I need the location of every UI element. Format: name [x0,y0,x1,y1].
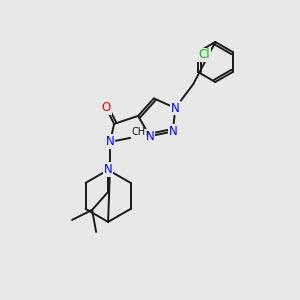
Text: Cl: Cl [198,49,210,62]
Text: N: N [104,164,112,176]
Text: N: N [171,101,180,115]
Text: CH₃: CH₃ [131,127,149,137]
Text: N: N [146,130,154,143]
Text: N: N [106,135,115,148]
Text: N: N [169,125,177,138]
Text: O: O [101,101,111,114]
